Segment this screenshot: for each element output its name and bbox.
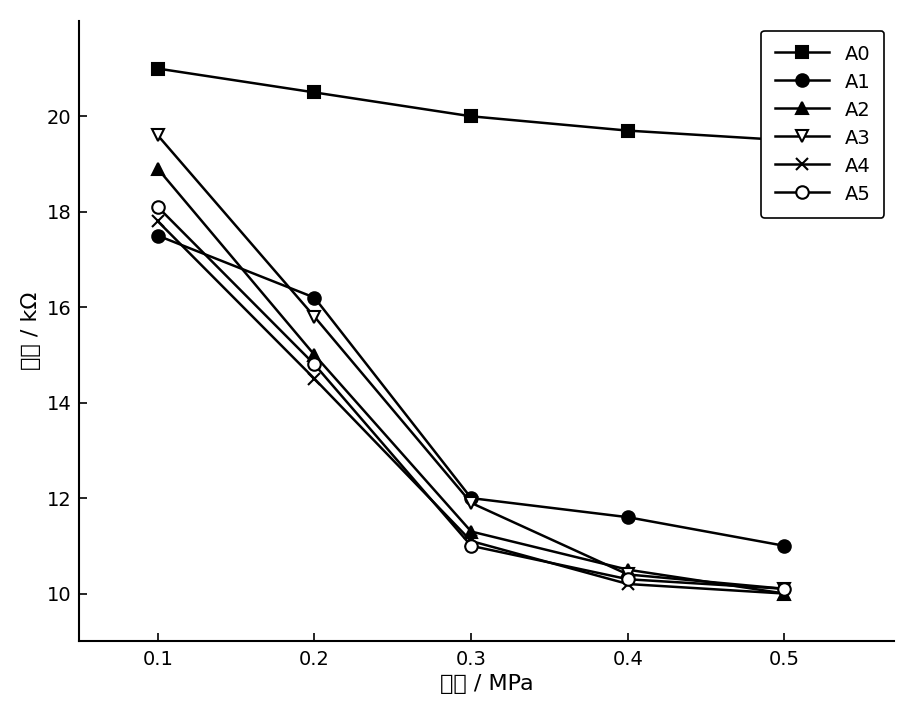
X-axis label: 应力 / MPa: 应力 / MPa [440,674,533,694]
A1 [779,541,790,550]
Line: A5: A5 [152,201,791,595]
Legend: A0, A1, A2, A3, A4, A5: A0, A1, A2, A3, A4, A5 [761,31,885,217]
A5 [622,575,633,583]
Line: A3: A3 [152,129,791,595]
Line: A0: A0 [152,62,791,147]
A0 [779,136,790,144]
A2 [622,566,633,574]
Line: A1: A1 [152,230,791,552]
A4 [466,537,477,546]
A3 [622,570,633,578]
A3 [152,131,163,139]
A2 [152,164,163,173]
A1 [622,513,633,521]
Line: A4: A4 [152,215,791,600]
A2 [779,589,790,598]
A0 [466,112,477,121]
A1 [309,293,320,302]
A0 [309,88,320,97]
A0 [622,127,633,135]
A1 [466,494,477,503]
A4 [622,580,633,588]
Line: A2: A2 [152,162,791,600]
A2 [466,527,477,536]
A3 [466,498,477,507]
A5 [779,584,790,593]
A3 [779,584,790,593]
Y-axis label: 电阵 / kΩ: 电阵 / kΩ [21,292,41,370]
A5 [152,202,163,211]
A4 [152,217,163,225]
A0 [152,64,163,73]
A2 [309,350,320,359]
A4 [309,375,320,383]
A5 [466,541,477,550]
A3 [309,312,320,321]
A4 [779,589,790,598]
A1 [152,232,163,240]
A5 [309,360,320,369]
